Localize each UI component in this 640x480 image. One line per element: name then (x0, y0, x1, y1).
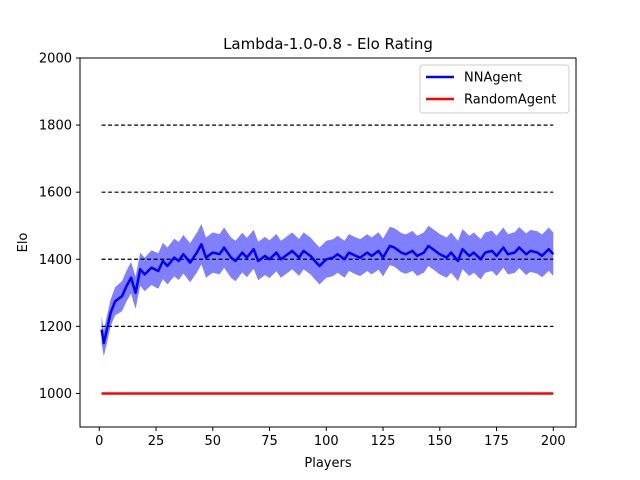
legend-label-randomagent: RandomAgent (464, 93, 556, 108)
legend: NNAgent RandomAgent (419, 64, 570, 114)
y-tick-label-1800: 1800 (39, 119, 72, 134)
x-tick-label-50: 50 (205, 434, 222, 449)
x-tick-label-25: 25 (148, 434, 165, 449)
x-tick-label-0: 0 (95, 434, 103, 449)
x-axis-label: Players (304, 456, 351, 471)
x-tick-label-75: 75 (261, 434, 278, 449)
y-tick-label-1000: 1000 (39, 387, 72, 402)
legend-label-nnagent: NNAgent (464, 71, 522, 86)
x-tick-label-150: 150 (427, 434, 452, 449)
x-tick-label-125: 125 (371, 434, 396, 449)
y-tick-label-1400: 1400 (39, 253, 72, 268)
legend-box (419, 64, 570, 114)
x-tick-label-200: 200 (541, 434, 566, 449)
nnagent-confidence-band (101, 224, 554, 357)
plot-content (100, 124, 555, 395)
y-tick-label-1200: 1200 (39, 320, 72, 335)
x-axis: 0 25 50 75 100 125 150 175 200 (95, 427, 566, 449)
axes-frame (79, 57, 577, 428)
y-axis: 1000 1200 1400 1600 1800 2000 (39, 52, 80, 402)
y-tick-label-2000: 2000 (39, 52, 72, 67)
x-tick-label-100: 100 (314, 434, 339, 449)
nnagent-series-line (100, 242, 555, 345)
y-tick-label-1600: 1600 (39, 186, 72, 201)
y-axis-label: Elo (16, 233, 31, 253)
chart-title: Lambda-1.0-0.8 - Elo Rating (223, 35, 433, 53)
x-tick-label-175: 175 (484, 434, 509, 449)
